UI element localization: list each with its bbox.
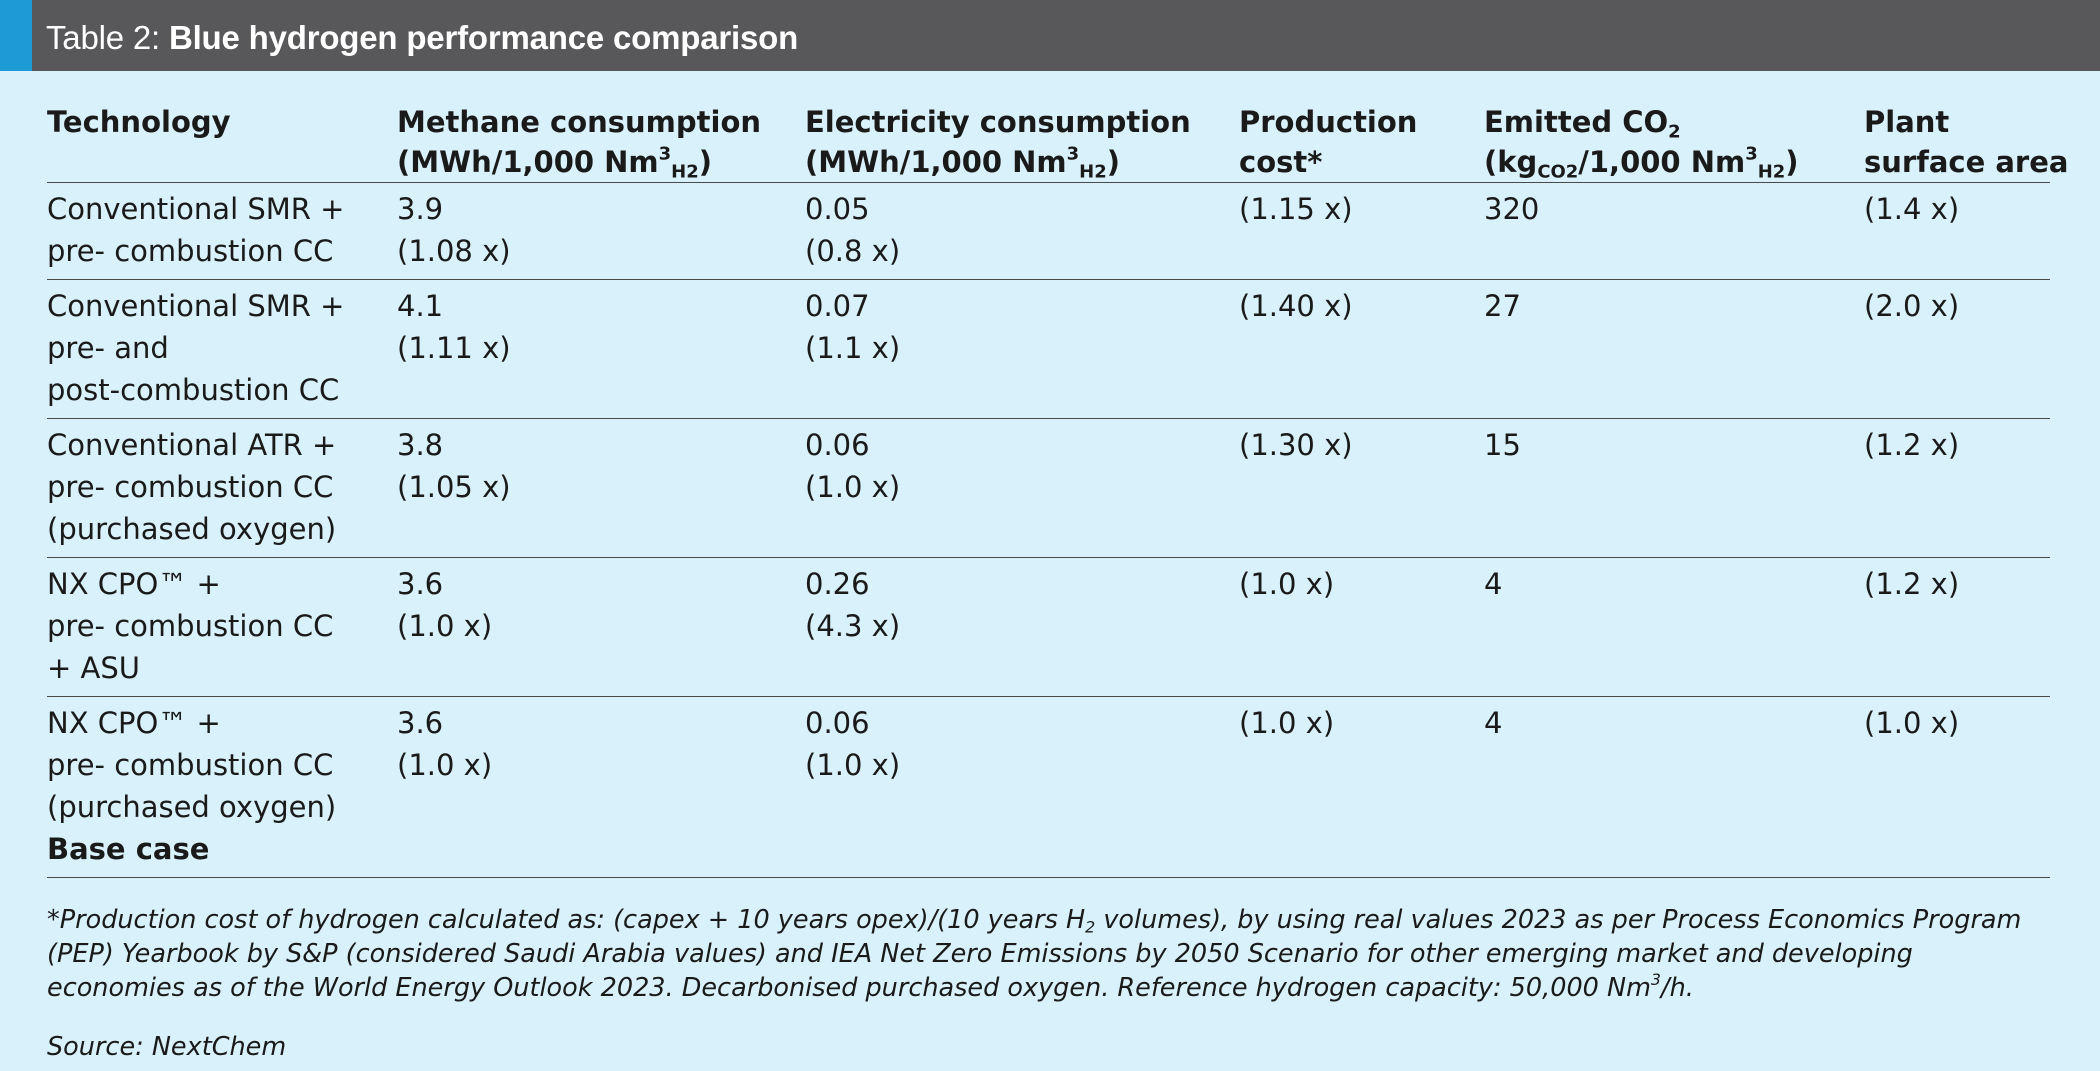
header-electricity-consumption: Electricity consumption (MWh/1,000 Nm3H2… — [805, 99, 1239, 183]
cell-technology: Conventional SMR + pre- combustion CC — [47, 182, 397, 280]
cell-emitted-co2: 15 — [1484, 418, 1864, 558]
cell-production-cost: (1.30 x) — [1239, 418, 1484, 558]
header-plant-surface-area: Plant surface area — [1864, 99, 2068, 183]
cell-electricity: 0.06 (1.0 x) — [805, 418, 1239, 558]
table-row: Conventional SMR + pre- combustion CC 3.… — [47, 182, 2050, 280]
cell-emitted-co2: 27 — [1484, 279, 1864, 419]
cell-technology: Conventional ATR + pre- combustion CC (p… — [47, 418, 397, 558]
header-production-cost: Production cost* — [1239, 99, 1484, 183]
table-title-prefix: Table 2: — [46, 19, 169, 56]
cell-electricity: 0.05 (0.8 x) — [805, 182, 1239, 280]
cell-electricity: 0.26 (4.3 x) — [805, 557, 1239, 697]
title-accent-bar — [0, 0, 32, 71]
header-technology: Technology — [47, 99, 397, 183]
header-emitted-co2: Emitted CO2 (kgCO2/1,000 Nm3H2) — [1484, 99, 1864, 183]
source-note: Source: NextChem — [47, 1032, 287, 1062]
comparison-table: Technology Methane consumption (MWh/1,00… — [47, 99, 2068, 878]
cell-electricity: 0.06 (1.0 x) — [805, 696, 1239, 878]
cell-production-cost: (1.0 x) — [1239, 696, 1484, 878]
cell-emitted-co2: 320 — [1484, 182, 1864, 280]
table-title-main: Blue hydrogen performance comparison — [168, 19, 799, 56]
cell-production-cost: (1.15 x) — [1239, 182, 1484, 280]
header-methane-consumption: Methane consumption (MWh/1,000 Nm3H2) — [397, 99, 805, 183]
table-row: Conventional ATR + pre- combustion CC (p… — [47, 418, 2050, 558]
cell-surface-area: (1.2 x) — [1864, 418, 2050, 558]
table-footnote: *Production cost of hydrogen calculated … — [47, 905, 2022, 1003]
cell-methane: 3.9 (1.08 x) — [397, 182, 805, 280]
cell-production-cost: (1.0 x) — [1239, 557, 1484, 697]
cell-surface-area: (1.0 x) — [1864, 696, 2050, 878]
title-bar: Table 2: Blue hydrogen performance compa… — [0, 0, 2100, 71]
cell-methane: 3.6 (1.0 x) — [397, 696, 805, 878]
table-header-row: Technology Methane consumption (MWh/1,00… — [47, 99, 2068, 183]
cell-surface-area: (1.2 x) — [1864, 557, 2050, 697]
cell-technology: NX CPO™ + pre- combustion CC (purchased … — [47, 696, 397, 878]
cell-surface-area: (2.0 x) — [1864, 279, 2050, 419]
table-row: NX CPO™ + pre- combustion CC + ASU 3.6 (… — [47, 557, 2050, 697]
cell-technology: Conventional SMR + pre- and post-combust… — [47, 279, 397, 419]
cell-technology: NX CPO™ + pre- combustion CC + ASU — [47, 557, 397, 697]
base-case-label: Base case — [47, 832, 210, 866]
cell-methane: 3.6 (1.0 x) — [397, 557, 805, 697]
cell-electricity: 0.07 (1.1 x) — [805, 279, 1239, 419]
cell-production-cost: (1.40 x) — [1239, 279, 1484, 419]
cell-methane: 4.1 (1.11 x) — [397, 279, 805, 419]
table-title: Table 2: Blue hydrogen performance compa… — [46, 0, 798, 71]
cell-emitted-co2: 4 — [1484, 557, 1864, 697]
table-row: Conventional SMR + pre- and post-combust… — [47, 279, 2050, 419]
cell-surface-area: (1.4 x) — [1864, 182, 2050, 280]
table-row: NX CPO™ + pre- combustion CC (purchased … — [47, 696, 2050, 878]
cell-methane: 3.8 (1.05 x) — [397, 418, 805, 558]
cell-emitted-co2: 4 — [1484, 696, 1864, 878]
